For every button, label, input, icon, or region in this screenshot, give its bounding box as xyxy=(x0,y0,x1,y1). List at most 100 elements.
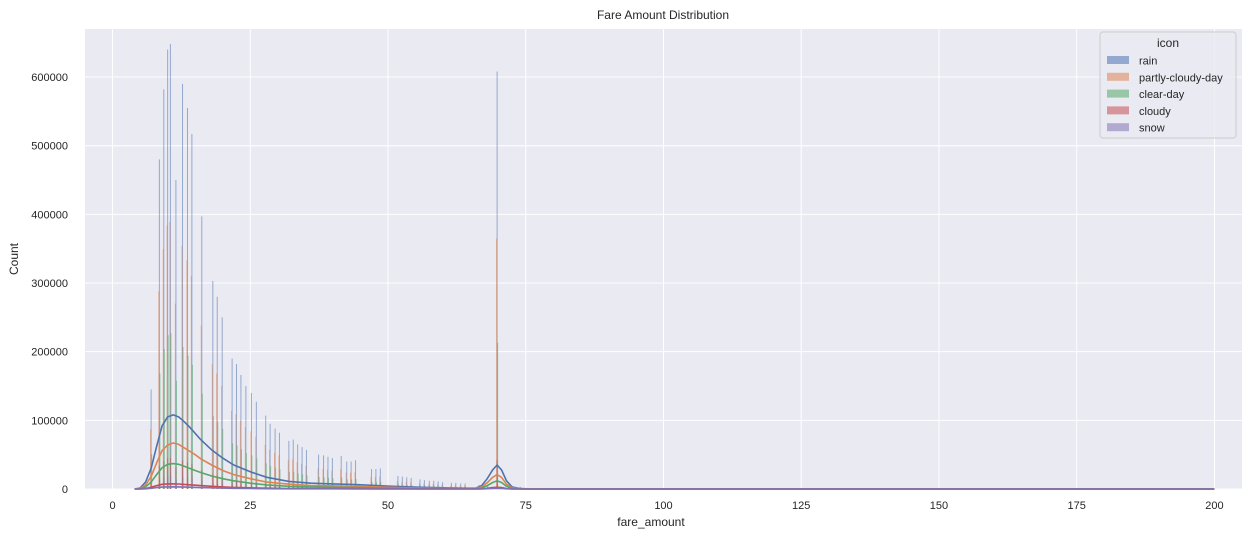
legend-label-partly-cloudy-day: partly-cloudy-day xyxy=(1139,72,1223,84)
histogram-bar-partly-cloudy-day xyxy=(292,459,294,489)
histogram-bar-rain xyxy=(460,483,462,489)
histogram-bar-rain xyxy=(410,478,412,489)
histogram-bar-rain xyxy=(455,482,457,489)
histogram-bar-rain xyxy=(487,485,489,489)
histogram-bar-partly-cloudy-day xyxy=(350,472,352,489)
histogram-bar-rain xyxy=(346,461,348,489)
histogram-bar-partly-cloudy-day xyxy=(296,462,298,489)
legend-swatch-rain xyxy=(1107,56,1129,64)
legend-label-rain: rain xyxy=(1139,56,1157,68)
histogram-bar-partly-cloudy-day xyxy=(317,468,319,489)
histogram-bar-partly-cloudy-day xyxy=(211,364,213,489)
histogram-bar-clear-day xyxy=(163,349,165,489)
histogram-bar-clear-day xyxy=(187,355,189,489)
histogram-bar-snow xyxy=(163,477,165,489)
histogram-bar-rain xyxy=(401,476,403,489)
histogram-bar-cloudy xyxy=(216,475,218,489)
histogram-bar-rain xyxy=(150,389,152,489)
histogram-bar-rain xyxy=(318,454,320,489)
kde-line-partly-cloudy-day xyxy=(134,442,1215,490)
histogram-bar-partly-cloudy-day xyxy=(301,463,303,489)
histogram-bar-rain xyxy=(323,455,325,489)
histogram-bar-snow xyxy=(170,475,172,489)
histogram-bar-partly-cloudy-day xyxy=(379,476,381,489)
legend-swatch-clear-day xyxy=(1107,89,1129,98)
histogram-bar-rain xyxy=(221,317,223,489)
histogram-bar-cloudy xyxy=(182,460,184,489)
histogram-bar-partly-cloudy-day xyxy=(150,429,152,489)
histogram-bar-partly-cloudy-day xyxy=(174,303,176,489)
histogram-bar-rain xyxy=(175,180,177,489)
histogram-bar-clear-day xyxy=(341,477,343,489)
histogram-bar-cloudy xyxy=(212,474,214,489)
histogram-bar-partly-cloudy-day xyxy=(464,485,466,489)
histogram-bar-rain xyxy=(340,456,342,489)
histogram-bar-cloudy xyxy=(278,485,280,489)
histogram-bar-rain xyxy=(182,83,184,489)
histogram-bar-clear-day xyxy=(167,335,169,489)
histogram-bars xyxy=(150,44,522,489)
histogram-bar-rain xyxy=(169,44,171,489)
histogram-bar-cloudy xyxy=(158,465,160,489)
histogram-bar-partly-cloudy-day xyxy=(235,414,237,489)
histogram-bar-partly-cloudy-day xyxy=(158,291,160,489)
histogram-bar-cloudy xyxy=(292,485,294,489)
histogram-bar-rain xyxy=(186,107,188,489)
histogram-bar-rain xyxy=(331,458,333,489)
histogram-bar-partly-cloudy-day xyxy=(264,444,266,489)
histogram-bar-partly-cloudy-day xyxy=(269,449,271,489)
histogram-bar-cloudy xyxy=(250,482,252,489)
histogram-bar-snow xyxy=(191,478,193,489)
histogram-bar-clear-day xyxy=(293,471,295,489)
histogram-bar-rain xyxy=(250,392,252,489)
histogram-bar-partly-cloudy-day xyxy=(396,481,398,489)
histogram-bar-rain xyxy=(265,415,267,489)
histogram-bar-cloudy xyxy=(274,484,276,489)
legend-title: icon xyxy=(1157,36,1179,50)
histogram-bar-partly-cloudy-day xyxy=(410,482,412,489)
histogram-bar-cloudy xyxy=(265,483,267,489)
histogram-bar-cloudy xyxy=(175,467,177,489)
histogram-bar-cloudy xyxy=(231,479,233,489)
histogram-bar-partly-cloudy-day xyxy=(441,484,443,489)
histogram-bar-rain xyxy=(305,449,307,489)
histogram-bar-partly-cloudy-day xyxy=(216,373,218,489)
histogram-bar-rain xyxy=(255,401,257,489)
histogram-bar-cloudy xyxy=(150,482,152,489)
histogram-bar-rain xyxy=(419,479,421,489)
legend-swatch-snow xyxy=(1107,123,1129,132)
histogram-bar-partly-cloudy-day xyxy=(331,470,333,489)
histogram-bar-rain xyxy=(231,358,233,489)
histogram-bar-partly-cloudy-day xyxy=(181,245,183,489)
y-tick-label: 500000 xyxy=(31,141,68,153)
histogram-bar-partly-cloudy-day xyxy=(496,238,498,489)
axis-ticks: 0 25 50 75 100 125 150 175 200 0 100000 200000 30000… xyxy=(31,72,1223,512)
histogram-bar-clear-day xyxy=(191,364,193,489)
histogram-bar-clear-day xyxy=(302,474,304,489)
y-tick-label: 0 xyxy=(62,484,68,496)
histogram-bar-rain xyxy=(158,159,160,489)
histogram-bar-cloudy xyxy=(297,485,299,489)
histogram-bar-rain xyxy=(245,386,247,489)
histogram-bar-rain xyxy=(397,475,399,489)
histogram-bar-partly-cloudy-day xyxy=(305,465,307,489)
histogram-bar-snow xyxy=(167,475,169,489)
histogram-bar-rain xyxy=(274,428,276,489)
x-tick-label: 150 xyxy=(930,500,948,512)
histogram-bar-partly-cloudy-day xyxy=(345,472,347,489)
kde-line-snow xyxy=(134,485,1215,490)
histogram-bar-rain xyxy=(163,89,165,489)
kde-lines xyxy=(134,414,1215,490)
y-tick-label: 600000 xyxy=(31,72,68,84)
histogram-bar-rain xyxy=(288,440,290,489)
histogram-bar-partly-cloudy-day xyxy=(374,477,376,489)
histogram-bar-partly-cloudy-day xyxy=(200,325,202,489)
legend-label-snow: snow xyxy=(1139,123,1165,135)
histogram-bar-rain xyxy=(216,296,218,489)
y-tick-label: 300000 xyxy=(31,278,68,290)
kde-line-rain xyxy=(134,414,1215,490)
histogram-bar-partly-cloudy-day xyxy=(166,225,168,489)
histogram-bar-partly-cloudy-day xyxy=(162,249,164,489)
x-tick-label: 100 xyxy=(654,500,672,512)
histogram-bar-rain xyxy=(375,469,377,489)
